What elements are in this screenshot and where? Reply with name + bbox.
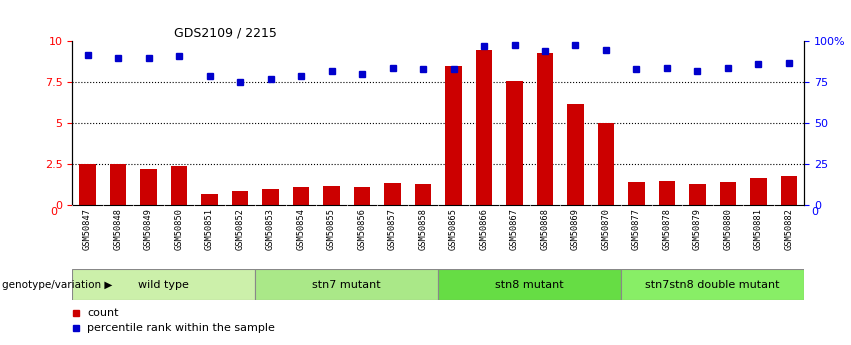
Bar (262, 189, 279, 205)
Text: GSM50879: GSM50879 (693, 208, 702, 250)
Text: GSM50852: GSM50852 (236, 208, 244, 250)
Bar (140, 169, 157, 205)
Text: GSM50870: GSM50870 (602, 208, 610, 250)
Bar (255, 269, 438, 300)
Bar (476, 50, 493, 205)
Bar (445, 66, 462, 205)
Text: GSM50855: GSM50855 (327, 208, 336, 250)
Text: GSM50848: GSM50848 (113, 208, 123, 250)
Text: percentile rank within the sample: percentile rank within the sample (87, 324, 275, 333)
Text: GSM50856: GSM50856 (357, 208, 367, 250)
Text: stn7stn8 double mutant: stn7stn8 double mutant (645, 280, 780, 289)
Text: GSM50858: GSM50858 (419, 208, 427, 250)
Text: wild type: wild type (139, 280, 189, 289)
Bar (621, 269, 804, 300)
Text: GSM50857: GSM50857 (388, 208, 397, 250)
Text: GSM50849: GSM50849 (144, 208, 153, 250)
Bar (323, 186, 340, 205)
Bar (110, 164, 127, 205)
Bar (414, 184, 431, 205)
Bar (597, 123, 614, 205)
Text: GSM50880: GSM50880 (723, 208, 733, 250)
Bar (567, 104, 584, 205)
Bar (293, 187, 310, 205)
Bar (79, 164, 96, 205)
Bar (506, 81, 523, 205)
Bar (384, 183, 401, 205)
Text: stn8 mutant: stn8 mutant (495, 280, 564, 289)
Bar (780, 176, 797, 205)
Text: stn7 mutant: stn7 mutant (312, 280, 381, 289)
Bar (201, 194, 218, 205)
Text: GSM50854: GSM50854 (296, 208, 306, 250)
Bar (689, 184, 705, 205)
Bar (750, 178, 767, 205)
Bar (659, 181, 676, 205)
Text: GSM50877: GSM50877 (632, 208, 641, 250)
Text: 0: 0 (812, 207, 819, 217)
Text: GSM50867: GSM50867 (510, 208, 519, 250)
Text: count: count (87, 308, 118, 318)
Bar (537, 53, 553, 205)
Text: genotype/variation ▶: genotype/variation ▶ (2, 280, 112, 289)
Text: GSM50865: GSM50865 (449, 208, 458, 250)
Text: GSM50882: GSM50882 (785, 208, 793, 250)
Text: GSM50851: GSM50851 (205, 208, 214, 250)
Text: GSM50853: GSM50853 (266, 208, 275, 250)
Bar (231, 191, 248, 205)
Text: GSM50847: GSM50847 (83, 208, 92, 250)
Text: GDS2109 / 2215: GDS2109 / 2215 (174, 27, 277, 40)
Bar (354, 187, 370, 205)
Text: GSM50869: GSM50869 (571, 208, 580, 250)
Text: GSM50878: GSM50878 (662, 208, 671, 250)
Bar (720, 182, 736, 205)
Bar (171, 166, 187, 205)
Text: GSM50868: GSM50868 (540, 208, 550, 250)
Text: 0: 0 (51, 207, 58, 217)
Text: GSM50881: GSM50881 (754, 208, 763, 250)
Text: GSM50866: GSM50866 (479, 208, 488, 250)
Bar (438, 269, 621, 300)
Bar (72, 269, 255, 300)
Text: GSM50850: GSM50850 (174, 208, 184, 250)
Bar (628, 182, 645, 205)
